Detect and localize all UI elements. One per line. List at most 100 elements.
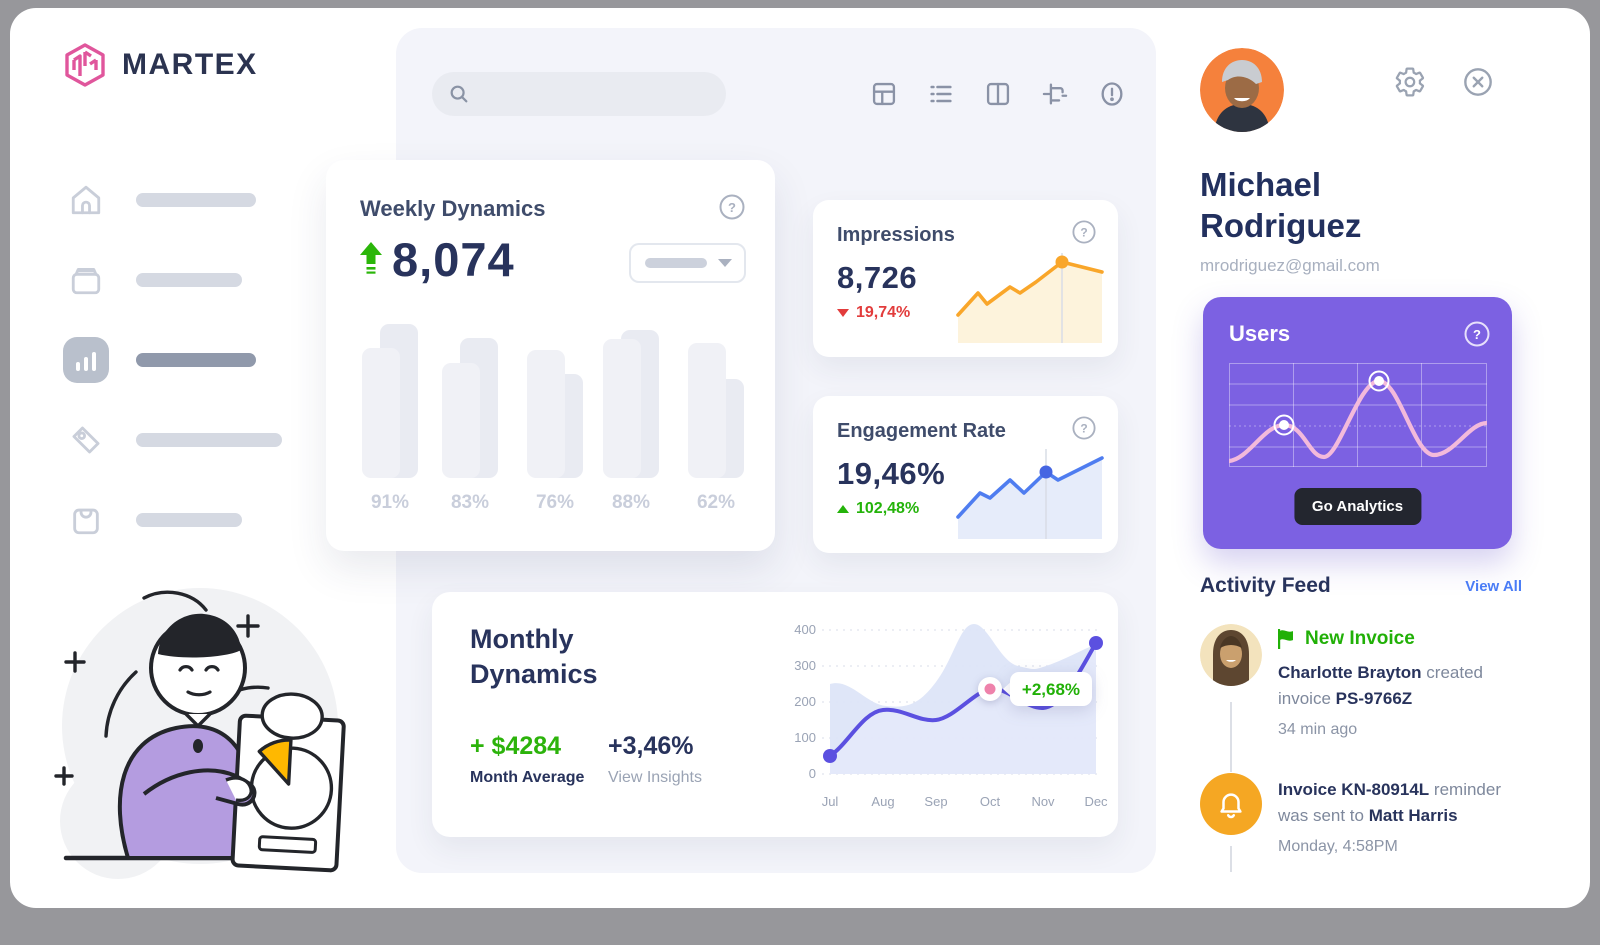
weekly-total: 8,074: [392, 233, 515, 286]
sidebar-label-placeholder: [136, 433, 282, 447]
bar-chart-icon: [62, 336, 110, 384]
feed-text: invoice PS-9766Z: [1278, 689, 1413, 708]
svg-text:?: ?: [1473, 327, 1481, 342]
app-window: MARTEX: [10, 8, 1590, 908]
insights-value: +3,46%: [608, 732, 694, 760]
svg-text:Dec: Dec: [1084, 794, 1108, 809]
new-invoice-badge: New Invoice: [1278, 628, 1483, 650]
sidebar-item-home[interactable]: [62, 160, 322, 240]
engagement-rate-card: Engagement Rate ? 19,46% 102,48%: [813, 396, 1118, 553]
close-icon[interactable]: [1462, 66, 1494, 98]
weekly-value: 8,074: [360, 234, 515, 286]
activity-feed: Activity Feed View All: [1200, 574, 1522, 872]
select-value-placeholder: [645, 258, 707, 268]
svg-text:0: 0: [809, 766, 816, 781]
sidebar-item-shop[interactable]: [62, 480, 322, 560]
card-title: Users: [1229, 321, 1291, 346]
home-icon: [62, 176, 110, 224]
card-title: Weekly Dynamics: [360, 196, 546, 221]
svg-text:?: ?: [1080, 226, 1087, 240]
triangle-up-icon: [837, 505, 849, 513]
search-bar[interactable]: [432, 72, 726, 116]
shopping-bag-icon: [62, 496, 110, 544]
bar-group: 83%: [442, 323, 498, 513]
archive-icon: [62, 256, 110, 304]
chart-tooltip: +2,68%: [1003, 672, 1092, 706]
monthly-dynamics-card: Monthly Dynamics + $4284 Month Average +…: [432, 592, 1118, 837]
feed-timestamp: Monday, 4:58PM: [1278, 838, 1398, 855]
bar-group: 91%: [362, 323, 418, 513]
martex-cube-icon: [62, 42, 108, 88]
bar-group: 62%: [688, 323, 744, 513]
feed-text: Invoice KN-80914L reminder: [1278, 780, 1501, 799]
month-average-stat: + $4284 Month Average: [470, 732, 584, 787]
month-average-label: Month Average: [470, 769, 585, 786]
bar-group: 76%: [527, 323, 583, 513]
sidebar-label-placeholder: [136, 513, 242, 527]
svg-text:+2,68%: +2,68%: [1022, 680, 1080, 699]
weekly-dynamics-card: Weekly Dynamics ? 8,074 91% 83% 76% 88% …: [326, 160, 775, 551]
brand-name: MARTEX: [122, 48, 258, 81]
help-icon[interactable]: ?: [719, 194, 745, 220]
help-icon[interactable]: ?: [1464, 321, 1490, 347]
users-card: Users ?: [1203, 297, 1512, 549]
impressions-card: Impressions ? 8,726 19,74%: [813, 200, 1118, 357]
analyst-illustration: [48, 566, 350, 880]
svg-text:300: 300: [794, 658, 816, 673]
feed-item-new-invoice[interactable]: New Invoice Charlotte Brayton created in…: [1200, 624, 1522, 739]
view-all-link[interactable]: View All: [1465, 577, 1522, 595]
sidebar: [62, 160, 322, 560]
period-select[interactable]: [629, 243, 746, 283]
svg-text:200: 200: [794, 694, 816, 709]
bell-icon: [1200, 773, 1262, 835]
flow-view-icon[interactable]: [1041, 80, 1069, 108]
triangle-down-icon: [837, 309, 849, 317]
impressions-value: 8,726: [837, 260, 918, 295]
search-input[interactable]: [478, 84, 712, 104]
sidebar-item-archive[interactable]: [62, 240, 322, 320]
timeline-connector: [1230, 702, 1232, 772]
search-icon: [448, 83, 470, 105]
user-avatar[interactable]: [1200, 48, 1284, 132]
settings-gear-icon[interactable]: [1394, 66, 1426, 98]
card-title: Engagement Rate: [837, 420, 1006, 442]
users-wave-chart: [1229, 363, 1487, 467]
sidebar-item-tags[interactable]: [62, 400, 322, 480]
sidebar-label-placeholder: [136, 193, 256, 207]
view-insights-link[interactable]: View Insights: [608, 769, 702, 786]
list-view-icon[interactable]: [927, 80, 955, 108]
timeline-connector: [1230, 846, 1232, 872]
monthly-chart: 400 300 200 100 0 +2,68%: [778, 604, 1108, 822]
bar-group: 88%: [603, 323, 659, 513]
feed-text: Charlotte Brayton created: [1278, 663, 1484, 682]
insights-stat: +3,46% View Insights: [608, 732, 702, 787]
card-title: Monthly Dynamics: [470, 624, 598, 689]
impressions-sparkline: [954, 251, 1104, 347]
chevron-down-icon: [718, 259, 732, 267]
sidebar-label-placeholder: [136, 353, 256, 367]
view-toolbar: [870, 80, 1126, 108]
svg-text:?: ?: [1080, 422, 1087, 436]
sidebar-item-analytics[interactable]: [62, 320, 322, 400]
month-average-value: + $4284: [470, 732, 562, 760]
brand-logo[interactable]: MARTEX: [62, 42, 258, 88]
table-view-icon[interactable]: [870, 80, 898, 108]
svg-text:Nov: Nov: [1031, 794, 1055, 809]
activity-feed-title: Activity Feed: [1200, 574, 1331, 597]
feed-timestamp: 34 min ago: [1278, 721, 1358, 738]
impressions-delta: 19,74%: [837, 304, 910, 322]
go-analytics-button[interactable]: Go Analytics: [1293, 488, 1422, 525]
svg-text:Sep: Sep: [924, 794, 947, 809]
columns-view-icon[interactable]: [984, 80, 1012, 108]
svg-text:400: 400: [794, 622, 816, 637]
help-icon[interactable]: ?: [1072, 416, 1098, 442]
svg-text:Aug: Aug: [871, 794, 894, 809]
engagement-delta: 102,48%: [837, 500, 919, 518]
alert-icon[interactable]: [1098, 80, 1126, 108]
charlotte-avatar: [1200, 624, 1262, 686]
feed-item-reminder[interactable]: Invoice KN-80914L reminder was sent to M…: [1200, 773, 1522, 856]
profile-name: Michael Rodriguez: [1200, 166, 1362, 244]
engagement-value: 19,46%: [837, 456, 946, 491]
help-icon[interactable]: ?: [1072, 220, 1098, 246]
